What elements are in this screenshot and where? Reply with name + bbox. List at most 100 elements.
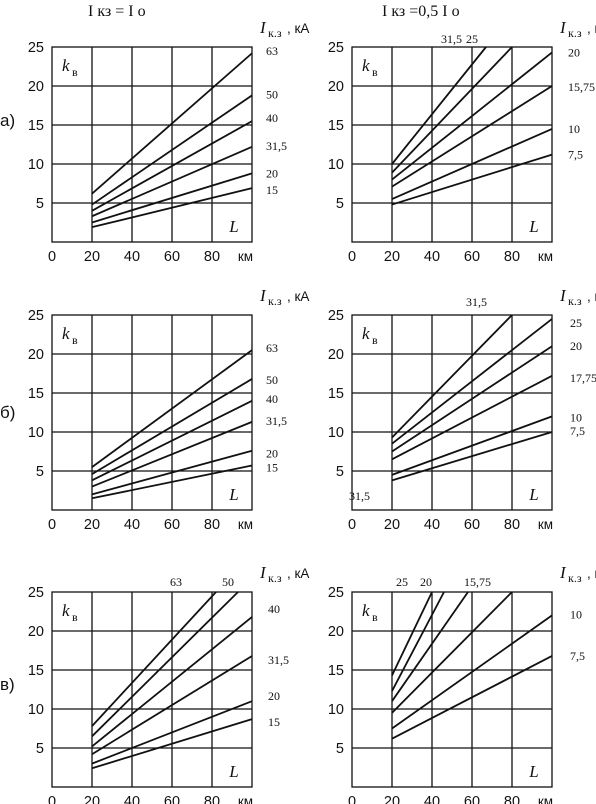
series-title-symbol: I bbox=[559, 563, 567, 582]
series-line-7-5 bbox=[391, 153, 553, 206]
series-line-25 bbox=[391, 591, 445, 692]
x-unit-label: км bbox=[538, 794, 553, 804]
series-label-40: 40 bbox=[268, 602, 280, 616]
x-unit-label: км bbox=[238, 249, 253, 264]
x-axis-symbol: L bbox=[528, 217, 538, 236]
y-tick-label: 10 bbox=[328, 157, 344, 173]
series-label-10: 10 bbox=[570, 607, 582, 621]
series-line-50 bbox=[91, 591, 239, 737]
x-unit-label: км bbox=[238, 794, 253, 804]
series-title-unit: , кА bbox=[587, 21, 596, 36]
y-tick-label: 15 bbox=[328, 386, 344, 402]
x-tick-label: 20 bbox=[384, 794, 400, 804]
series-line-17-75 bbox=[391, 375, 553, 461]
series-title-unit: , кА bbox=[287, 566, 309, 581]
series-label-25: 25 bbox=[396, 575, 408, 589]
x-tick-label: 60 bbox=[164, 794, 180, 804]
y-tick-label: 5 bbox=[36, 464, 44, 480]
series-label-15: 15 bbox=[266, 461, 278, 475]
x-axis-symbol: L bbox=[228, 485, 238, 504]
x-tick-label: 80 bbox=[204, 517, 220, 533]
series-line-40 bbox=[91, 616, 253, 748]
x-tick-label: 40 bbox=[124, 249, 140, 265]
x-tick-label: 60 bbox=[464, 517, 480, 533]
row-label-v: в) bbox=[0, 675, 15, 694]
y-tick-label: 25 bbox=[28, 40, 44, 56]
x-tick-label: 60 bbox=[164, 249, 180, 265]
plot-frame bbox=[351, 46, 553, 243]
y-tick-label: 20 bbox=[328, 624, 344, 640]
series-title-subscript: к.з bbox=[268, 294, 282, 308]
x-tick-label: 80 bbox=[204, 249, 220, 265]
series-line-10 bbox=[391, 614, 553, 730]
y-tick-label: 15 bbox=[328, 118, 344, 134]
series-label-31-5: 31,5 bbox=[349, 489, 370, 503]
series-label-7-5: 7,5 bbox=[568, 148, 583, 162]
y-tick-label: 10 bbox=[28, 157, 44, 173]
series-label-20: 20 bbox=[570, 339, 582, 353]
x-tick-label: 0 bbox=[348, 517, 356, 533]
y-tick-label: 15 bbox=[28, 118, 44, 134]
x-tick-label: 40 bbox=[124, 517, 140, 533]
y-tick-label: 25 bbox=[28, 585, 44, 601]
x-tick-label: 80 bbox=[504, 794, 520, 804]
series-line-50 bbox=[91, 94, 253, 206]
x-tick-label: 60 bbox=[164, 517, 180, 533]
chart-panel-6: 0 20 40 60 80 5 10 15 20 25 км Lkв Iк.з , кА 31,5 25 20 1… bbox=[328, 489, 596, 804]
series-label-15: 15 bbox=[266, 183, 278, 197]
plot-frame bbox=[351, 591, 553, 788]
y-tick-label: 5 bbox=[36, 741, 44, 757]
series-line-15 bbox=[91, 187, 253, 229]
x-tick-label: 20 bbox=[84, 249, 100, 265]
series-label-17-75: 17,75 bbox=[570, 371, 596, 385]
plot-frame bbox=[51, 46, 253, 243]
series-title-unit: , кА bbox=[587, 289, 596, 304]
column-header-right: I кз =0,5 I о bbox=[382, 3, 460, 20]
series-line-31-5 bbox=[391, 46, 487, 165]
series-label-20: 20 bbox=[266, 166, 278, 180]
y-axis-symbol: k bbox=[362, 324, 370, 343]
x-tick-label: 60 bbox=[464, 249, 480, 265]
y-tick-label: 20 bbox=[28, 624, 44, 640]
header-right-text: I кз =0,5 I о bbox=[382, 3, 460, 20]
series-label-63: 63 bbox=[266, 341, 278, 355]
y-tick-label: 10 bbox=[328, 425, 344, 441]
x-tick-label: 0 bbox=[48, 249, 56, 265]
x-axis-symbol: L bbox=[528, 485, 538, 504]
series-line-15-75 bbox=[391, 85, 553, 188]
series-line-7-5 bbox=[391, 431, 553, 482]
y-tick-label: 25 bbox=[328, 585, 344, 601]
x-tick-label: 0 bbox=[348, 249, 356, 265]
y-tick-label: 20 bbox=[328, 347, 344, 363]
x-tick-label: 0 bbox=[348, 794, 356, 804]
y-axis-symbol-subscript: в bbox=[72, 610, 78, 624]
x-tick-label: 60 bbox=[464, 794, 480, 804]
x-tick-label: 20 bbox=[384, 249, 400, 265]
x-tick-label: 40 bbox=[424, 794, 440, 804]
series-title-subscript: к.з bbox=[568, 571, 582, 585]
series-line-31-5 bbox=[391, 314, 513, 439]
series-line-25 bbox=[391, 46, 513, 174]
x-axis-symbol: L bbox=[228, 217, 238, 236]
x-tick-label: 20 bbox=[384, 517, 400, 533]
series-line-10 bbox=[391, 415, 553, 476]
x-tick-label: 40 bbox=[424, 517, 440, 533]
x-unit-label: км bbox=[538, 249, 553, 264]
y-axis-symbol: k bbox=[62, 56, 70, 75]
series-line-20 bbox=[91, 700, 253, 765]
series-line-15 bbox=[91, 464, 253, 500]
y-axis-symbol-subscript: в bbox=[372, 65, 378, 79]
x-tick-label: 80 bbox=[204, 794, 220, 804]
series-line-31-5 bbox=[91, 655, 253, 756]
series-title-subscript: к.з bbox=[568, 294, 582, 308]
series-line-40 bbox=[91, 399, 253, 482]
y-axis-symbol: k bbox=[362, 56, 370, 75]
series-title-subscript: к.з bbox=[568, 26, 582, 40]
series-label-15-75: 15,75 bbox=[464, 575, 491, 589]
y-tick-label: 5 bbox=[336, 196, 344, 212]
series-line-7-5 bbox=[391, 655, 553, 740]
series-label-20: 20 bbox=[568, 45, 580, 59]
